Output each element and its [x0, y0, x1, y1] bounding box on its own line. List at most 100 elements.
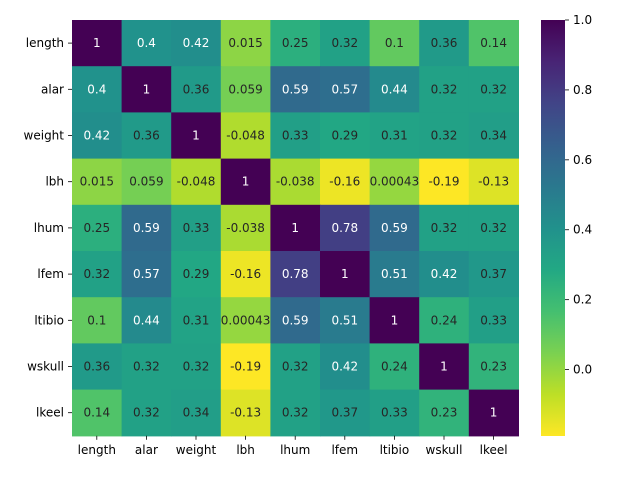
cell-annotation: 0.59 [133, 221, 160, 235]
heatmap-cell [171, 389, 222, 437]
cell-annotation: 0.37 [331, 406, 358, 420]
cell-annotation: 0.78 [331, 221, 358, 235]
cell-annotation: -0.048 [177, 175, 216, 189]
x-tick-label: wskull [426, 443, 463, 457]
heatmap-cell [369, 297, 420, 344]
cell-annotation: 0.36 [83, 360, 110, 374]
heatmap-cell [171, 112, 222, 160]
heatmap-cell [419, 251, 470, 298]
cell-annotation: 0.059 [228, 82, 262, 96]
heatmap-cell [171, 158, 222, 206]
heatmap-cell [320, 158, 371, 206]
cell-annotation: 0.32 [83, 267, 110, 281]
x-tick-label: weight [176, 443, 217, 457]
cell-annotation: 0.1 [87, 313, 106, 327]
heatmap-cell [468, 112, 519, 160]
heatmap-cell [270, 297, 321, 344]
heatmap-cell [270, 204, 321, 252]
y-tick-label: length [26, 36, 64, 50]
heatmap-cell [369, 251, 420, 298]
heatmap-cell [121, 158, 172, 206]
heatmap-cell [270, 158, 321, 206]
cell-annotation: 0.32 [431, 82, 458, 96]
x-tick-label: lbh [236, 443, 255, 457]
heatmap-cell [72, 66, 123, 113]
heatmap-cell [121, 66, 172, 113]
cell-annotation: 0.36 [183, 82, 210, 96]
heatmap-cell [220, 343, 271, 391]
cell-annotation: 0.1 [385, 36, 404, 50]
cell-annotation: 1 [440, 360, 448, 374]
cell-annotation: 0.4 [137, 36, 156, 50]
cell-annotation: 0.51 [381, 267, 408, 281]
heatmap-cell [369, 112, 420, 160]
cell-annotation: 0.42 [83, 129, 110, 143]
cell-annotation: 1 [291, 221, 299, 235]
cell-annotation: -0.16 [329, 175, 360, 189]
heatmap-cell [369, 20, 420, 67]
heatmap-cell [468, 66, 519, 113]
cell-annotation: 0.57 [133, 267, 160, 281]
cell-annotation: 0.23 [431, 406, 458, 420]
heatmap-cell [72, 112, 123, 160]
heatmap-cell [171, 297, 222, 344]
heatmap-cell [121, 389, 172, 437]
colorbar-tick-label: 0.2 [573, 293, 592, 307]
cell-annotation: 0.32 [282, 406, 309, 420]
cell-annotation: -0.038 [276, 175, 315, 189]
cell-annotation: 0.00043 [370, 175, 420, 189]
cell-annotation: 0.44 [133, 313, 160, 327]
y-tick-label: alar [41, 82, 64, 96]
cell-annotation: 1 [391, 313, 399, 327]
cell-annotation: 0.33 [381, 406, 408, 420]
cell-annotation: 0.24 [381, 360, 408, 374]
cell-annotation: 1 [490, 406, 498, 420]
heatmap-cell [220, 112, 271, 160]
cell-annotation: 0.32 [133, 360, 160, 374]
heatmap-cell [468, 297, 519, 344]
cell-annotation: -0.038 [226, 221, 265, 235]
cell-annotation: 0.42 [431, 267, 458, 281]
colorbar-gradient [541, 20, 565, 436]
cell-annotation: 0.57 [331, 82, 358, 96]
cell-annotation: 0.32 [133, 406, 160, 420]
heatmap-cell [270, 20, 321, 67]
heatmap-cell [72, 389, 123, 437]
cell-annotation: 0.015 [80, 175, 114, 189]
heatmap-cell [270, 251, 321, 298]
y-tick-label: lfem [37, 267, 64, 281]
heatmap-cell [121, 112, 172, 160]
heatmap-cell [270, 66, 321, 113]
x-tick-label: lhum [280, 443, 310, 457]
heatmap-cell [171, 20, 222, 67]
heatmap-cell [270, 112, 321, 160]
heatmap-cell [220, 158, 271, 206]
heatmap-cell [220, 389, 271, 437]
cell-annotation: 0.23 [480, 360, 507, 374]
cell-annotation: 0.59 [282, 82, 309, 96]
y-tick-label: wskull [27, 360, 64, 374]
cell-annotation: 0.34 [480, 129, 507, 143]
cell-annotation: 0.37 [480, 267, 507, 281]
heatmap-cell [121, 204, 172, 252]
cell-annotation: 0.14 [480, 36, 507, 50]
x-tick-label: alar [135, 443, 158, 457]
cell-annotation: -0.16 [230, 267, 261, 281]
cell-annotation: -0.13 [478, 175, 509, 189]
heatmap-cell [369, 204, 420, 252]
cell-annotation: 0.59 [381, 221, 408, 235]
heatmap-cell [419, 389, 470, 437]
cell-annotation: 0.51 [331, 313, 358, 327]
heatmap-cell [468, 251, 519, 298]
heatmap-cell [419, 343, 470, 391]
cell-annotation: 0.059 [129, 175, 163, 189]
y-tick-label: ltibio [34, 313, 64, 327]
heatmap-cell [369, 66, 420, 113]
cell-annotation: 0.32 [331, 36, 358, 50]
cell-annotation: 1 [143, 82, 151, 96]
heatmap-cell [220, 20, 271, 67]
heatmap-cell [369, 343, 420, 391]
cell-annotation: -0.19 [428, 175, 459, 189]
heatmap-cell [419, 158, 470, 206]
heatmap-cell [171, 66, 222, 113]
